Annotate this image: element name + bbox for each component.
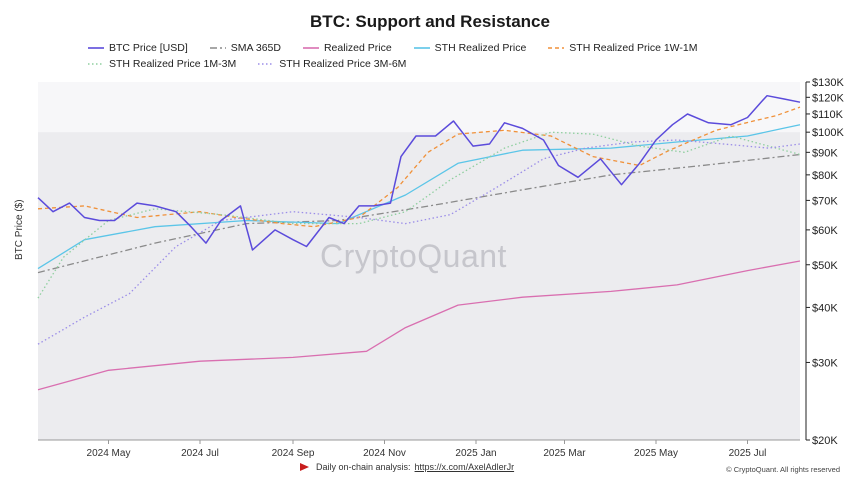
copyright: © CryptoQuant. All rights reserved [726,465,840,474]
watermark: CryptoQuant [320,238,507,274]
legend-label: STH Realized Price [434,42,527,54]
series-line-sma-365d [37,153,801,274]
legend-label: Realized Price [323,42,392,54]
chart-title: BTC: Support and Resistance [310,12,550,31]
x-tick-label: 2024 Jul [181,448,219,459]
legend-item: SMA 365D [209,40,281,56]
legend-swatch [413,47,430,49]
legend-label: BTC Price [USD] [109,42,188,54]
legend-item: BTC Price [USD] [88,40,188,56]
y-tick-label: $110K [812,109,844,121]
legend-swatch [302,47,319,49]
x-tick-label: 2025 Jan [455,448,496,459]
y-tick-label: $80K [812,170,838,182]
legend-swatch [548,47,565,49]
legend-item: STH Realized Price 3M-6M [258,56,406,72]
y-tick-label: $30K [812,357,838,369]
legend-item: STH Realized Price 1M-3M [88,56,236,72]
legend-label: STH Realized Price 1W-1M [569,42,698,54]
legend-swatch [258,63,275,65]
x-tick-label: 2024 May [87,448,131,459]
legend-label: STH Realized Price 3M-6M [279,58,407,70]
legend-label: STH Realized Price 1M-3M [109,58,237,70]
x-tick-label: 2025 Jul [729,448,767,459]
footer: Daily on-chain analysis: https://x.com/A… [300,462,514,472]
x-tick-label: 2025 May [634,448,678,459]
y-tick-label: $40K [812,302,838,314]
y-tick-label: $90K [812,147,838,159]
legend-label: SMA 365D [230,42,281,54]
y-tick-label: $20K [812,435,838,447]
series-line-realized-price [37,260,801,391]
y-tick-label: $100K [812,127,844,139]
shaded-band [38,132,800,440]
y-tick-label: $50K [812,260,838,272]
x-tick-label: 2024 Nov [363,448,406,459]
legend-item: Realized Price [302,40,392,56]
chart-legend: BTC Price [USD] SMA 365D Realized Price STH… [88,40,828,72]
y-tick-label: $120K [812,92,844,104]
series-line-sth-realized-price [37,124,801,270]
flag-icon [300,463,309,471]
legend-swatch [88,47,104,49]
legend-swatch [88,63,104,65]
legend-swatch [209,47,226,49]
x-tick-label: 2024 Sep [272,448,315,459]
y-tick-label: $130K [812,77,844,89]
y-tick-label: $70K [812,195,838,207]
footer-link[interactable]: https://x.com/AxelAdlerJr [414,462,515,472]
x-tick-label: 2025 Mar [543,448,586,459]
legend-item: STH Realized Price 1W-1M [548,40,697,56]
footer-text: Daily on-chain analysis: [316,462,411,472]
legend-item: STH Realized Price [413,40,527,56]
series-line-btc-price-usd [37,94,801,251]
y-tick-label: $60K [812,225,838,237]
series-line-sth-realized-price-3m-6m [37,139,801,345]
